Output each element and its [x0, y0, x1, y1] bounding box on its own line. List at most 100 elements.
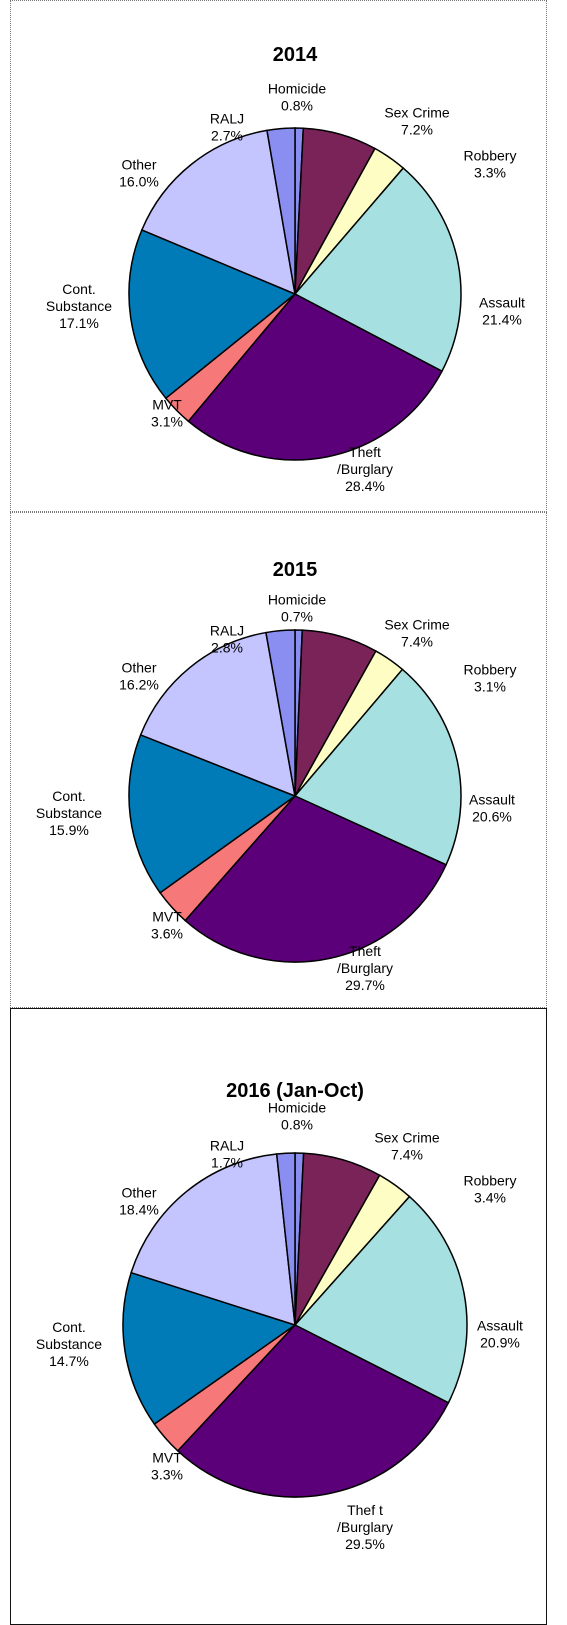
slice-category: Homicide — [268, 81, 327, 97]
slice-value: 1.7% — [211, 1155, 243, 1171]
slice-category: RALJ — [210, 623, 244, 639]
pie-slice-ralj — [266, 127, 296, 295]
slice-category: Homicide — [268, 592, 327, 608]
pie-slice-thef-t-burglary — [176, 1324, 450, 1498]
pie-slice-other — [130, 1153, 296, 1327]
slice-value: 14.7% — [49, 1353, 89, 1369]
slice-category: MVT — [152, 909, 182, 925]
chart-panel-2015: 2015 Homicide 0.7% Sex Crime 7.4% Robbery 3.1%… — [10, 512, 547, 1008]
chart-title: 2014 — [273, 44, 318, 66]
slice-value: 16.0% — [119, 174, 159, 190]
slice-label-ralj: RALJ 1.7% — [210, 1138, 244, 1171]
slice-category: Cont. — [52, 788, 85, 804]
slice-category: Theft — [349, 943, 381, 959]
slice-value: 21.4% — [482, 312, 522, 328]
slice-label-other: Other 16.2% — [119, 660, 159, 693]
pie-slice-cont-substance — [128, 229, 297, 400]
slice-category: Assault — [477, 1318, 523, 1334]
slice-value: 7.4% — [391, 1147, 423, 1163]
slice-category: Other — [121, 660, 156, 676]
slice-value: 7.2% — [401, 122, 433, 138]
pie-slice-theft-burglary — [184, 795, 448, 963]
slice-value: 3.1% — [151, 414, 183, 430]
slice-label-cont-substance: Cont. Substance 15.9% — [36, 788, 102, 838]
slice-value: 18.4% — [119, 1202, 159, 1218]
pie-slice-assault — [293, 668, 462, 866]
slice-category: Theft — [349, 444, 381, 460]
slice-label-other: Other 16.0% — [119, 157, 159, 190]
slice-category: Thef t — [347, 1502, 383, 1518]
pie-slice-cont-substance — [122, 1271, 297, 1426]
slice-label-robbery: Robbery 3.3% — [464, 148, 517, 181]
slice-category: Assault — [469, 792, 515, 808]
slice-value: 7.4% — [401, 634, 433, 650]
slice-label-sex-crime: Sex Crime 7.4% — [374, 1130, 440, 1163]
slice-label-cont-substance: Cont. Substance 14.7% — [36, 1319, 102, 1369]
slice-value: 20.6% — [472, 809, 512, 825]
pie-slice-assault — [293, 1195, 468, 1404]
slice-label-assault: Assault 21.4% — [479, 295, 525, 328]
slice-label-assault: Assault 20.6% — [469, 792, 515, 825]
slice-value: 2.8% — [211, 640, 243, 656]
slice-category: Sex Crime — [374, 1130, 440, 1146]
slice-value: 17.1% — [59, 315, 99, 331]
slice-value: 15.9% — [49, 822, 89, 838]
slice-category: Homicide — [268, 1100, 327, 1116]
slice-label-ralj: RALJ 2.8% — [210, 623, 244, 656]
slice-value: 3.3% — [151, 1467, 183, 1483]
pie-slice-cont-substance — [128, 733, 297, 894]
slice-label-thef-t-burglary: Thef t/Burglary 29.5% — [337, 1502, 393, 1552]
slice-label-mvt: MVT 3.6% — [151, 909, 183, 942]
slice-category: Substance — [46, 298, 112, 314]
slice-category: Assault — [479, 295, 525, 311]
slice-category: Robbery — [464, 148, 517, 164]
pie-slice-assault — [293, 167, 462, 373]
slice-category: Cont. — [62, 281, 95, 297]
chart-title: 2016 (Jan-Oct) — [226, 1080, 364, 1102]
slice-category: Robbery — [464, 1173, 517, 1189]
slice-category: Robbery — [464, 662, 517, 678]
slice-category: Other — [121, 157, 156, 173]
slice-value: 29.7% — [345, 977, 385, 993]
pie-slice-other — [140, 129, 296, 296]
slice-category: MVT — [152, 397, 182, 413]
slice-label-mvt: MVT 3.3% — [151, 1450, 183, 1483]
slice-label-sex-crime: Sex Crime 7.2% — [384, 105, 450, 138]
slice-label-robbery: Robbery 3.1% — [464, 662, 517, 695]
slice-value: 2.7% — [211, 128, 243, 144]
slice-label-homicide: Homicide 0.7% — [268, 592, 327, 625]
pie-slice-ralj — [275, 1152, 296, 1326]
slice-category: Sex Crime — [384, 617, 450, 633]
slice-label-sex-crime: Sex Crime 7.4% — [384, 617, 450, 650]
slice-category: /Burglary — [337, 461, 393, 477]
pie-chart-2015: 2015 Homicide 0.7% Sex Crime 7.4% Robbery 3.1%… — [36, 559, 517, 993]
slice-value: 16.2% — [119, 677, 159, 693]
slice-value: 20.9% — [480, 1335, 520, 1351]
pie-slice-theft-burglary — [187, 293, 443, 461]
slice-category: RALJ — [210, 1138, 244, 1154]
slice-label-other: Other 18.4% — [119, 1185, 159, 1218]
slice-label-robbery: Robbery 3.4% — [464, 1173, 517, 1206]
pie-slice-other — [139, 631, 296, 798]
slice-category: RALJ — [210, 111, 244, 127]
slice-value: 0.7% — [281, 609, 313, 625]
pie-slice-ralj — [265, 629, 296, 797]
slice-category: Cont. — [52, 1319, 85, 1335]
slice-label-homicide: Homicide 0.8% — [268, 1100, 327, 1133]
slice-value: 3.3% — [474, 165, 506, 181]
slice-category: Other — [121, 1185, 156, 1201]
slice-value: 3.6% — [151, 926, 183, 942]
slice-category: MVT — [152, 1450, 182, 1466]
slice-value: 0.8% — [281, 98, 313, 114]
slice-label-assault: Assault 20.9% — [477, 1318, 523, 1351]
slice-label-mvt: MVT 3.1% — [151, 397, 183, 430]
slice-label-theft-burglary: Theft/Burglary 29.7% — [337, 943, 393, 993]
slice-value: 3.4% — [474, 1190, 506, 1206]
slice-label-homicide: Homicide 0.8% — [268, 81, 327, 114]
slice-category: /Burglary — [337, 1519, 393, 1535]
chart-title: 2015 — [273, 559, 318, 581]
slice-label-cont-substance: Cont. Substance 17.1% — [46, 281, 112, 331]
slice-category: /Burglary — [337, 960, 393, 976]
slice-category: Substance — [36, 1336, 102, 1352]
slice-label-theft-burglary: Theft/Burglary 28.4% — [337, 444, 393, 494]
